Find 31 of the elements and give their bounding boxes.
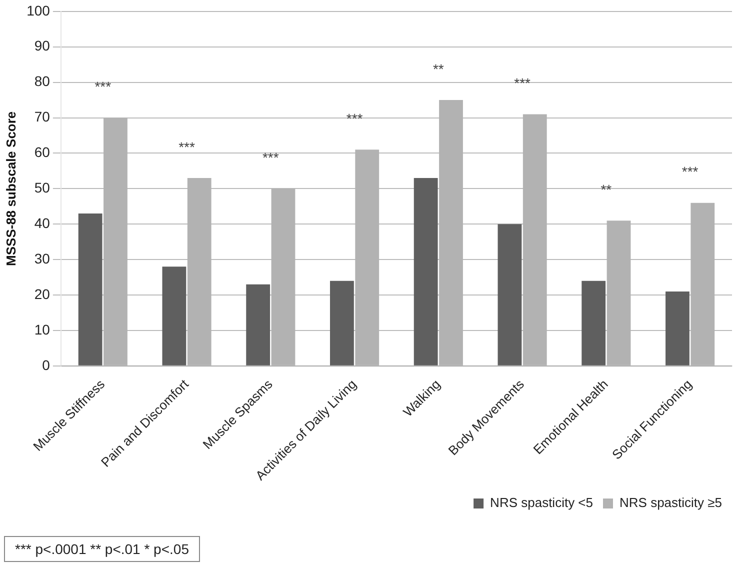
y-tick-label: 10 xyxy=(34,321,50,338)
annotation: ** xyxy=(432,60,444,77)
y-tick-label: 20 xyxy=(34,286,50,302)
bar xyxy=(330,280,354,366)
legend-label: NRS spasticity <5 xyxy=(490,495,594,510)
y-tick-label: 40 xyxy=(34,214,50,231)
bar xyxy=(246,284,270,366)
legend-label: NRS spasticity ≥5 xyxy=(620,495,722,510)
y-tick-label: 0 xyxy=(42,356,50,373)
y-tick-label: 30 xyxy=(34,250,50,266)
y-axis-title: MSSS-88 subscale Score xyxy=(3,111,18,266)
annotation: *** xyxy=(178,138,196,155)
bar xyxy=(666,291,690,366)
text: *** p<.0001 ** p<.01 * p<.05 xyxy=(4,536,200,562)
bar xyxy=(582,280,606,366)
y-tick-label: 60 xyxy=(34,144,50,160)
bar xyxy=(162,266,186,366)
bar xyxy=(78,213,102,366)
annotation: *** xyxy=(346,110,364,127)
annotation: *** xyxy=(94,78,112,95)
y-tick-label: 90 xyxy=(34,38,50,54)
y-tick-label: 50 xyxy=(34,180,50,196)
y-tick-label: 70 xyxy=(34,108,50,125)
y-tick-label: 100 xyxy=(26,2,50,18)
annotation: *** xyxy=(262,150,280,166)
y-tick-label: 80 xyxy=(34,73,50,90)
annotation: *** xyxy=(514,75,532,92)
bar xyxy=(498,224,522,366)
annotation: ** xyxy=(600,181,612,198)
annotation: *** xyxy=(682,164,699,180)
bar xyxy=(414,178,438,366)
